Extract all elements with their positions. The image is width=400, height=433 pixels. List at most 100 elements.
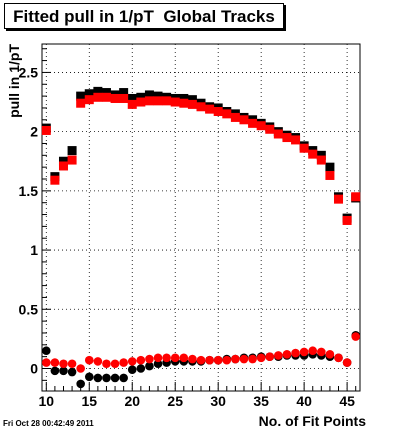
data-point-circle <box>342 358 352 367</box>
data-point-circle <box>153 353 163 363</box>
data-point-square <box>342 215 352 225</box>
data-point-square <box>76 98 86 108</box>
data-point-circle <box>317 347 326 357</box>
data-point-circle <box>334 353 343 363</box>
data-point-square <box>187 99 197 109</box>
data-point-square <box>144 90 154 100</box>
data-point-square <box>273 129 283 139</box>
data-point-circle <box>325 349 335 359</box>
data-point-square <box>119 88 129 98</box>
data-point-circle <box>84 372 94 382</box>
data-point-circle <box>67 367 77 377</box>
data-point-circle <box>127 365 137 374</box>
data-point-circle <box>291 348 300 358</box>
data-point-square <box>282 133 292 143</box>
data-point-circle <box>145 361 154 371</box>
data-point-square <box>222 109 232 119</box>
data-point-circle <box>153 359 163 369</box>
data-point-circle <box>93 373 103 383</box>
data-point-circle <box>274 351 283 360</box>
data-point-circle <box>41 358 51 367</box>
data-point-square <box>299 143 309 153</box>
data-point-circle <box>351 332 361 341</box>
y-tick-labels: 0 0.5 1 1.5 2 2.5 <box>19 64 39 376</box>
axis-ticks <box>42 48 357 391</box>
data-point-square <box>351 192 361 202</box>
data-point-square <box>58 161 68 171</box>
data-point-square <box>291 135 301 145</box>
data-point-circle <box>50 366 60 376</box>
data-point-circle <box>248 354 257 364</box>
data-point-square <box>196 102 206 112</box>
x-tick-label: 35 <box>253 393 269 409</box>
data-point-circle <box>67 359 77 369</box>
data-point-circle <box>59 359 68 369</box>
data-point-circle <box>110 359 120 369</box>
data-point-square <box>110 93 120 103</box>
data-point-square <box>84 95 94 105</box>
data-point-circle <box>231 354 240 364</box>
data-point-square <box>265 124 275 134</box>
data-point-circle <box>170 353 180 363</box>
y-tick-label: 0.5 <box>19 301 39 317</box>
data-point-square <box>308 149 318 159</box>
data-point-circle <box>136 355 146 365</box>
data-point-square <box>334 194 344 204</box>
data-point-square <box>179 93 189 103</box>
y-tick-label: 1.5 <box>19 183 39 199</box>
data-point-square <box>153 91 163 101</box>
data-point-square <box>136 97 146 107</box>
y-tick-label: 2 <box>30 124 38 140</box>
y-tick-label: 1 <box>30 242 38 258</box>
data-point-square <box>153 96 163 106</box>
data-point-square <box>325 162 335 172</box>
data-point-square <box>213 107 223 117</box>
data-point-square <box>101 92 111 102</box>
data-point-circle <box>196 355 206 365</box>
data-point-circle <box>84 355 94 365</box>
data-point-circle <box>76 379 85 389</box>
data-point-square <box>179 98 189 108</box>
data-point-circle <box>299 347 309 357</box>
data-point-square <box>248 118 258 128</box>
x-tick-label: 25 <box>167 393 183 409</box>
x-tick-label: 20 <box>124 393 140 409</box>
data-point-square <box>170 97 180 107</box>
data-point-circle <box>102 359 111 369</box>
data-point-square <box>41 125 51 135</box>
x-tick-label: 15 <box>81 393 97 409</box>
data-point-square <box>93 92 103 102</box>
data-point-circle <box>188 354 197 364</box>
data-point-circle <box>145 354 154 364</box>
data-point-circle <box>93 357 103 366</box>
data-point-circle <box>213 355 223 365</box>
data-point-square <box>50 175 60 185</box>
x-tick-label: 45 <box>339 393 355 409</box>
data-point-circle <box>265 352 275 361</box>
x-tick-label: 30 <box>210 393 226 409</box>
y-axis-title: pull in 1/pT <box>6 44 22 118</box>
data-point-square <box>127 93 137 103</box>
data-point-circle <box>205 355 214 365</box>
data-point-square <box>316 155 326 165</box>
x-axis-title: No. of Fit Points <box>259 413 367 429</box>
data-point-square <box>58 156 68 166</box>
data-points <box>41 86 361 389</box>
data-point-square <box>187 95 197 105</box>
data-point-circle <box>127 357 137 366</box>
data-point-square <box>230 112 240 122</box>
data-point-circle <box>41 346 51 356</box>
data-point-square <box>127 99 137 109</box>
data-point-circle <box>50 358 60 367</box>
chart-title: Fitted pull in 1/pT Global Tracks <box>13 7 275 26</box>
data-point-square <box>205 104 215 114</box>
data-point-square <box>101 88 111 98</box>
data-point-circle <box>282 349 292 359</box>
x-tick-label: 40 <box>296 393 312 409</box>
data-point-square <box>325 170 335 180</box>
data-point-circle <box>76 364 85 373</box>
data-point-square <box>316 150 326 160</box>
data-point-square <box>76 91 86 101</box>
timestamp: Fri Oct 28 00:42:49 2011 <box>3 419 94 428</box>
data-point-circle <box>308 346 318 356</box>
